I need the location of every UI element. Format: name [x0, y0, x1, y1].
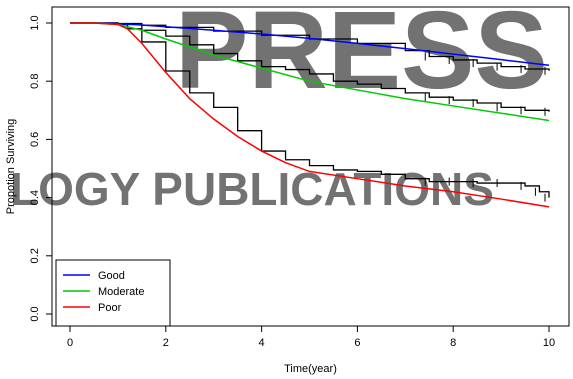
series-line-poor — [70, 22, 550, 208]
x-tick-label: 2 — [163, 337, 169, 349]
watermark-line1: PRESS — [175, 0, 548, 112]
plot-frame — [51, 6, 570, 327]
plot-area — [51, 6, 570, 327]
series-line-moderate-kaplan-meier — [70, 22, 550, 112]
legend-label-poor: Poor — [98, 302, 122, 314]
y-tick-label: 0.8 — [29, 74, 41, 89]
legend-label-moderate: Moderate — [98, 286, 144, 298]
x-axis-label: Time(year) — [284, 363, 337, 375]
x-tick-label: 4 — [259, 337, 265, 349]
y-tick-label: 0.0 — [29, 306, 41, 321]
legend-label-good: Good — [98, 270, 125, 282]
y-tick-label: 0.6 — [29, 132, 41, 147]
y-tick-label: 1.0 — [29, 15, 41, 30]
series-line-poor-kaplan-meier — [70, 22, 550, 198]
series-line-good — [70, 22, 550, 66]
watermark: PRESS LOGY PUBLICATIONS — [10, 0, 548, 215]
x-tick-label: 8 — [450, 337, 456, 349]
y-tick-label: 0.4 — [29, 190, 41, 205]
legend: Good Moderate Poor — [55, 259, 171, 327]
legend-box — [55, 259, 171, 327]
series-layer — [70, 22, 550, 208]
y-tick-label: 0.2 — [29, 248, 41, 263]
x-tick-label: 6 — [354, 337, 360, 349]
x-tick-label: 10 — [543, 337, 555, 349]
watermark-line2: LOGY PUBLICATIONS — [10, 163, 494, 215]
axes: 0 2 4 6 8 10 0.0 0.2 0.4 0.6 0.8 1.0 — [29, 15, 555, 349]
y-axis-label: Propotion Surviving — [5, 119, 17, 214]
x-tick-label: 0 — [67, 337, 73, 349]
